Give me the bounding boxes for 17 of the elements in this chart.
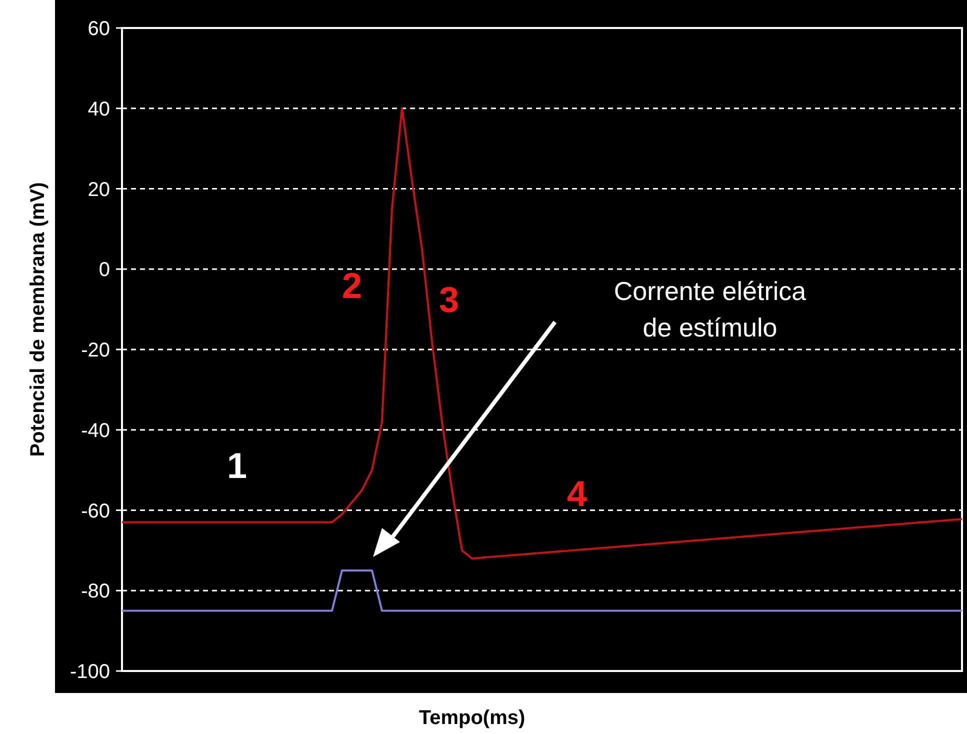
annotation: Corrente elétrica de estímulo bbox=[614, 276, 807, 342]
y-tick-label: -60 bbox=[81, 500, 110, 522]
y-tick-label: -100 bbox=[70, 661, 110, 683]
line-series bbox=[121, 107, 963, 560]
annotation: 3 bbox=[438, 279, 460, 320]
y-tick-label: 20 bbox=[88, 178, 110, 201]
annotation: 1 bbox=[226, 445, 248, 486]
y-tick-label: 0 bbox=[98, 259, 110, 282]
annotation: 4 bbox=[566, 473, 588, 514]
y-tick-label: -40 bbox=[81, 420, 110, 442]
y-axis-title: Potencial de membrana (mV) bbox=[27, 182, 49, 457]
y-tick-label: -80 bbox=[81, 580, 110, 603]
y-tick-label: 40 bbox=[88, 98, 110, 120]
y-tick-label: 60 bbox=[88, 18, 110, 40]
y-tick-label: -20 bbox=[81, 340, 110, 362]
x-axis-title: Tempo(ms) bbox=[418, 707, 526, 729]
annotation: 2 bbox=[342, 265, 362, 306]
